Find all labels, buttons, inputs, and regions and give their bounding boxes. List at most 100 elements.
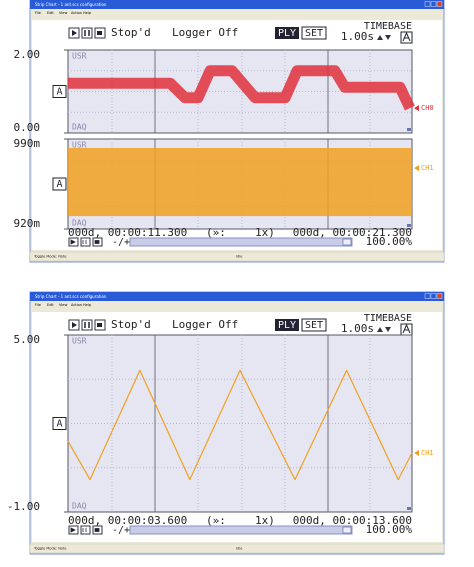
menu-item[interactable]: Help bbox=[83, 303, 92, 307]
run-status: Stop'd bbox=[111, 26, 151, 39]
playback-pause[interactable] bbox=[80, 237, 91, 247]
mode-box[interactable] bbox=[52, 177, 67, 191]
y-tick-label: 0.00 bbox=[14, 121, 41, 134]
play-mode[interactable]: PLY bbox=[278, 320, 296, 331]
trace-band bbox=[68, 148, 412, 217]
daq-tag: DAQ bbox=[72, 502, 87, 511]
mode-label[interactable]: A bbox=[56, 419, 62, 430]
play-mode-box[interactable] bbox=[275, 27, 299, 39]
set-mode-box[interactable] bbox=[301, 318, 327, 332]
daq-tag: DAQ bbox=[72, 219, 87, 228]
playback-icons bbox=[70, 527, 100, 533]
title-bar bbox=[30, 0, 444, 9]
play-icon bbox=[72, 322, 77, 328]
end-time: 000d, 00:00:21.300 bbox=[293, 226, 412, 239]
playback-pause[interactable] bbox=[80, 525, 91, 535]
scrollbar[interactable] bbox=[129, 237, 353, 247]
scroll-thumb[interactable] bbox=[342, 238, 352, 246]
timebase-value: 1.00s bbox=[341, 322, 374, 335]
channel-marker bbox=[414, 105, 419, 112]
status-right: Idle bbox=[236, 547, 242, 551]
stop-icon bbox=[97, 31, 102, 35]
channel-label: CH1 bbox=[421, 164, 434, 172]
speed-prefix: (»: bbox=[206, 226, 226, 239]
play-mode[interactable]: PLY bbox=[278, 28, 296, 39]
set-mode-box[interactable] bbox=[301, 26, 327, 40]
timebase-label: TIMEBASE bbox=[364, 313, 412, 324]
menu-item[interactable]: File bbox=[35, 303, 41, 307]
logger-status: Logger Off bbox=[172, 318, 238, 331]
menu-item[interactable]: Edit bbox=[47, 11, 54, 15]
mode-label[interactable]: A bbox=[56, 179, 62, 190]
usr-tag: USR bbox=[72, 141, 87, 150]
scroll-corner bbox=[407, 507, 411, 510]
timebase-auto-icon bbox=[402, 323, 411, 334]
speed: 1x) bbox=[255, 226, 275, 239]
trace bbox=[67, 369, 413, 481]
y-tick-label: 990m bbox=[14, 137, 41, 150]
scroll-corner bbox=[407, 224, 411, 227]
channel-marker bbox=[414, 165, 419, 172]
timebase-arrows[interactable] bbox=[377, 35, 391, 40]
status-bar bbox=[29, 543, 445, 554]
trace bbox=[68, 65, 415, 111]
mode-label[interactable]: A bbox=[56, 87, 62, 98]
usr-tag: USR bbox=[72, 52, 87, 61]
zoom-level: 100.00% bbox=[366, 523, 413, 536]
menu-item[interactable]: View bbox=[59, 303, 67, 307]
mode-box[interactable] bbox=[52, 85, 67, 98]
timebase-auto-icon bbox=[402, 31, 411, 42]
play-mode-box[interactable] bbox=[275, 319, 299, 331]
window-button[interactable] bbox=[430, 293, 437, 299]
y-tick-label: 5.00 bbox=[14, 333, 41, 346]
scrollbar[interactable] bbox=[129, 525, 353, 535]
timebase-arrows[interactable] bbox=[377, 327, 391, 332]
pause-icon bbox=[84, 30, 90, 36]
y-tick-label: 2.00 bbox=[14, 48, 41, 61]
window-title: Strip Chart - 1 ant.scs configuration bbox=[35, 2, 107, 7]
y-tick-label: 920m bbox=[14, 217, 41, 230]
timebase-value: 1.00s bbox=[341, 30, 374, 43]
pause-icon bbox=[84, 322, 90, 328]
window-button[interactable] bbox=[436, 1, 443, 7]
logger-status: Logger Off bbox=[172, 26, 238, 39]
stop-icon bbox=[97, 323, 102, 327]
scroll-thumb[interactable] bbox=[342, 526, 352, 534]
zoom-toggle[interactable]: -/+ bbox=[112, 237, 130, 248]
window-button[interactable] bbox=[436, 293, 443, 299]
pause-button[interactable] bbox=[81, 27, 93, 39]
end-time: 000d, 00:00:13.600 bbox=[293, 514, 412, 527]
menu-item[interactable]: File bbox=[35, 11, 41, 15]
set-mode[interactable]: SET bbox=[305, 320, 323, 331]
menu-item[interactable]: Help bbox=[83, 11, 92, 15]
status-text: Toggle Mode: Note bbox=[33, 255, 66, 259]
set-mode[interactable]: SET bbox=[305, 28, 323, 39]
start-time: 000d, 00:00:11.300 bbox=[68, 226, 187, 239]
y-tick-label: -1.00 bbox=[7, 500, 40, 513]
channel-label: CH1 bbox=[421, 449, 434, 457]
menu-item[interactable]: Action bbox=[71, 303, 82, 307]
status-right: Idle bbox=[236, 255, 242, 259]
play-icon bbox=[72, 30, 77, 36]
scroll-corner bbox=[407, 128, 411, 131]
window-button[interactable] bbox=[424, 1, 431, 7]
menu-item[interactable]: View bbox=[59, 11, 67, 15]
menu-item[interactable]: Action bbox=[71, 11, 82, 15]
usr-tag: USR bbox=[72, 337, 87, 346]
speed: 1x) bbox=[255, 514, 275, 527]
window-button[interactable] bbox=[424, 293, 431, 299]
window-button[interactable] bbox=[430, 1, 437, 7]
zoom-toggle[interactable]: -/+ bbox=[112, 525, 130, 536]
status-bar bbox=[29, 251, 445, 262]
speed-prefix: (»: bbox=[206, 514, 226, 527]
menu-item[interactable]: Edit bbox=[47, 303, 54, 307]
start-time: 000d, 00:00:03.600 bbox=[68, 514, 187, 527]
mode-box[interactable] bbox=[52, 417, 67, 430]
title-bar bbox=[30, 292, 444, 301]
run-status: Stop'd bbox=[111, 318, 151, 331]
channel-label: CH0 bbox=[421, 104, 434, 112]
playback-icons bbox=[70, 239, 100, 245]
channel-marker bbox=[414, 450, 419, 456]
pause-button[interactable] bbox=[81, 319, 93, 331]
